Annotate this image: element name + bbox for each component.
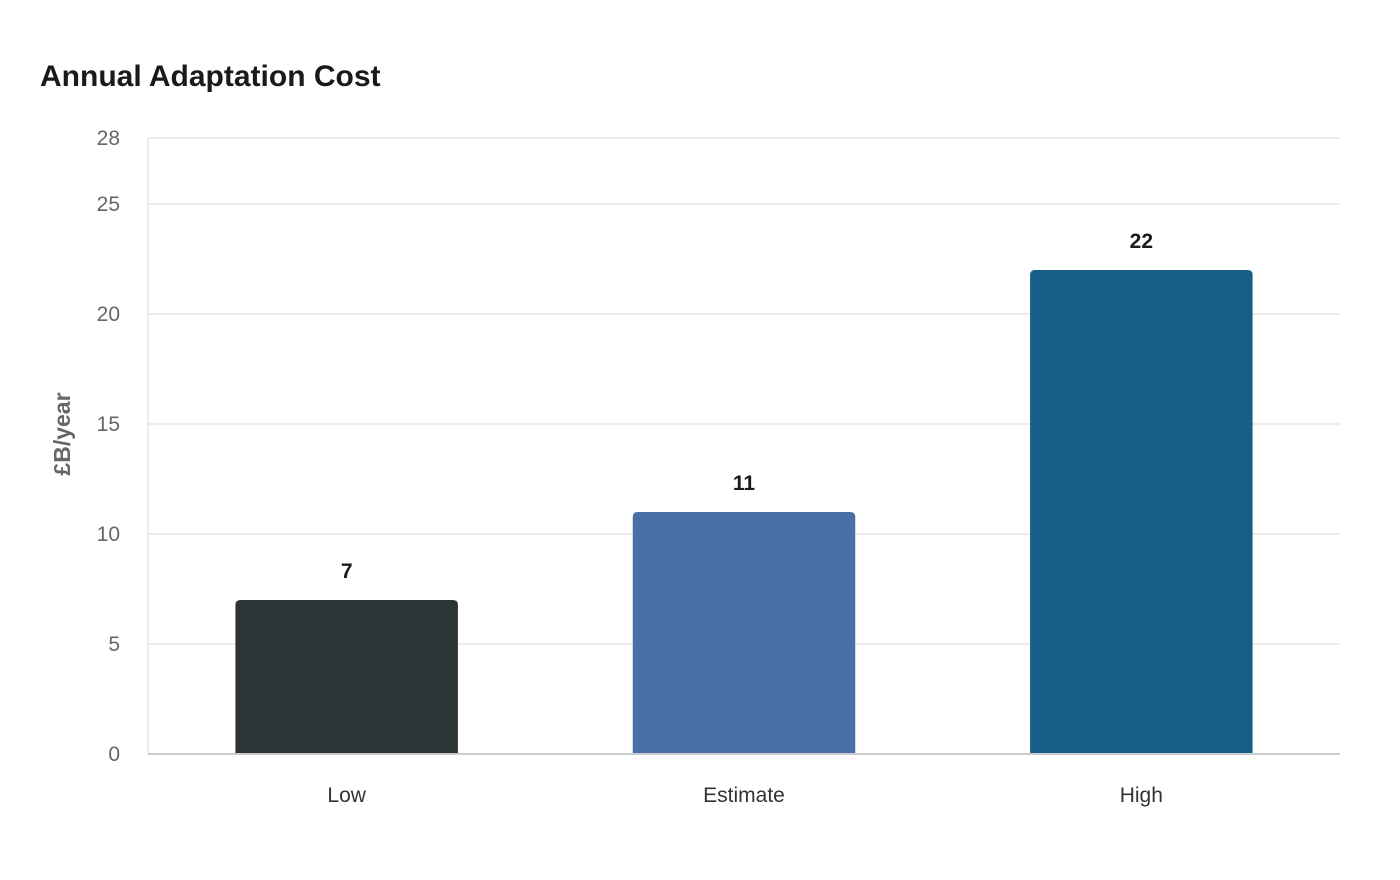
y-tick-label: 20 — [97, 303, 120, 326]
y-tick-labels: 0 5 10 15 20 25 28 — [97, 127, 120, 766]
bar-high — [1030, 270, 1253, 754]
x-tick-labels: Low Estimate High — [327, 784, 1163, 807]
y-tick-label: 10 — [97, 523, 120, 546]
y-tick-label: 15 — [97, 413, 120, 436]
bar-estimate — [632, 512, 856, 754]
y-tick-label: 28 — [97, 127, 120, 150]
bar-low — [235, 600, 458, 754]
x-tick-label-low: Low — [327, 784, 366, 807]
x-tick-label-estimate: Estimate — [703, 784, 785, 807]
chart-title: Annual Adaptation Cost — [40, 60, 381, 93]
data-label-estimate: 11 — [733, 472, 756, 495]
bars — [235, 270, 1253, 754]
y-axis-label: £B/year — [49, 392, 75, 475]
y-tick-label: 5 — [108, 633, 120, 656]
x-tick-label-high: High — [1120, 784, 1163, 807]
y-tick-label: 25 — [97, 193, 120, 216]
y-tick-label: 0 — [108, 743, 120, 766]
data-labels: 7 11 22 — [341, 230, 1153, 583]
data-label-low: 7 — [341, 560, 353, 583]
data-label-high: 22 — [1130, 230, 1153, 253]
